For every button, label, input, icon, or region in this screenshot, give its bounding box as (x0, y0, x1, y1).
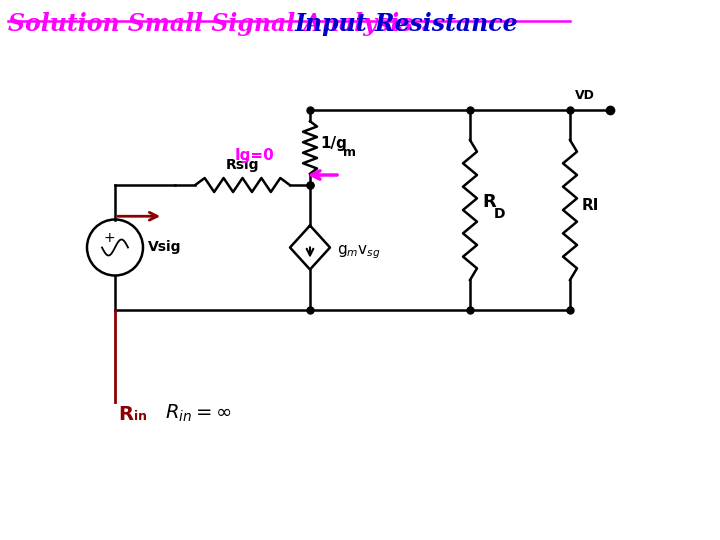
Text: VD: VD (575, 89, 595, 102)
Text: in: in (134, 410, 147, 423)
Text: R: R (482, 193, 496, 211)
Text: Vsig: Vsig (148, 240, 181, 254)
Text: m: m (343, 146, 356, 159)
Text: RI: RI (582, 198, 599, 213)
Text: g$_m$v$_{sg}$: g$_m$v$_{sg}$ (337, 244, 381, 261)
Text: $R_{in} = \infty$: $R_{in} = \infty$ (165, 403, 232, 424)
Text: D: D (494, 207, 505, 221)
Text: 1/g: 1/g (320, 136, 347, 151)
Text: Rsig: Rsig (226, 158, 259, 172)
Text: Input Resistance: Input Resistance (295, 12, 518, 36)
Text: R: R (118, 405, 133, 424)
Text: Ig=0: Ig=0 (235, 148, 275, 163)
Text: +: + (103, 231, 114, 245)
Text: Solution Small Signal Analysis :: Solution Small Signal Analysis : (8, 12, 438, 36)
